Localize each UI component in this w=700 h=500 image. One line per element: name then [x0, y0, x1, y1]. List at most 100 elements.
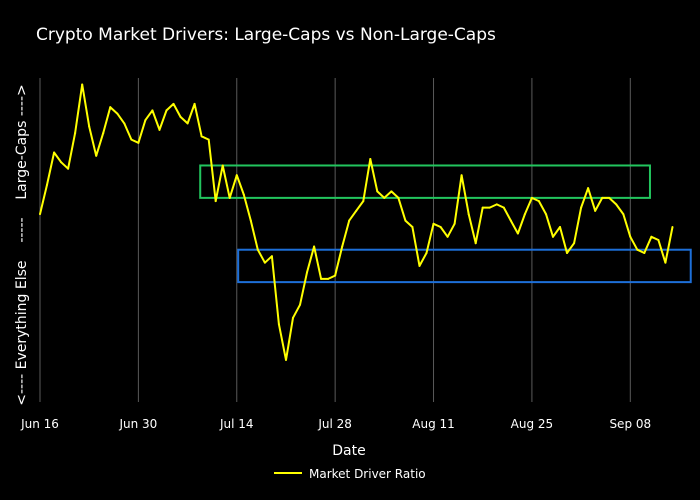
data-point [629, 235, 632, 238]
x-tick-label-3: Jul 28 [317, 417, 352, 431]
data-point [481, 206, 484, 209]
data-point [397, 196, 400, 199]
data-point [636, 248, 639, 251]
data-point [221, 164, 224, 167]
data-point [362, 200, 365, 203]
data-point [284, 358, 287, 361]
x-tick-label-6: Sep 08 [609, 417, 651, 431]
data-point [130, 138, 133, 141]
data-point [179, 115, 182, 118]
highlight-boxes [199, 164, 692, 284]
data-point [615, 203, 618, 206]
data-point [348, 219, 351, 222]
data-point [249, 219, 252, 222]
y-axis-title: <---- Everything Else ----- Large-Caps -… [14, 84, 30, 406]
data-point [109, 106, 112, 109]
data-point [509, 219, 512, 222]
data-point [60, 161, 63, 164]
data-point [270, 255, 273, 258]
data-point [601, 196, 604, 199]
x-tick-label-1: Jun 30 [118, 417, 157, 431]
data-point [88, 125, 91, 128]
data-point [516, 232, 519, 235]
data-point [320, 277, 323, 280]
data-point [299, 303, 302, 306]
data-point [235, 174, 238, 177]
data-point [650, 235, 653, 238]
data-point [573, 242, 576, 245]
data-point [460, 174, 463, 177]
data-point [411, 226, 414, 229]
data-point [334, 274, 337, 277]
data-point [467, 213, 470, 216]
data-point [530, 196, 533, 199]
data-point [502, 206, 505, 209]
data-point [137, 141, 140, 144]
gridlines [39, 78, 631, 402]
data-point [657, 239, 660, 241]
data-point [587, 187, 590, 190]
data-point [95, 154, 98, 157]
chart-title: Crypto Market Drivers: Large-Caps vs Non… [36, 25, 496, 45]
x-tick-labels: Jun 16 Jun 30 Jul 14 Jul 28 Aug 11 Aug 25 Sep … [20, 417, 651, 431]
data-point [488, 206, 491, 209]
data-point [158, 128, 161, 131]
data-point [537, 200, 540, 203]
data-point [116, 112, 119, 115]
data-point [306, 271, 309, 274]
data-point [376, 190, 379, 193]
data-point [341, 245, 344, 248]
data-point [277, 323, 280, 326]
data-point [256, 248, 259, 251]
x-tick-label-4: Aug 11 [412, 417, 455, 431]
x-tick-label-5: Aug 25 [511, 417, 554, 431]
data-point [559, 226, 562, 229]
data-point [214, 200, 217, 203]
data-point [242, 193, 245, 196]
data-point [671, 226, 674, 229]
data-point [355, 209, 358, 212]
data-point [439, 226, 442, 229]
data-point [46, 183, 49, 186]
data-point [151, 109, 154, 112]
data-point [313, 245, 316, 248]
data-point [144, 119, 147, 122]
x-tick-label-0: Jun 16 [20, 417, 59, 431]
x-tick-label-2: Jul 14 [219, 417, 254, 431]
data-point [74, 132, 77, 135]
data-point [474, 242, 477, 245]
data-point [608, 196, 611, 199]
data-point [418, 264, 421, 267]
data-point [228, 196, 231, 199]
data-point [425, 251, 428, 254]
data-point [193, 102, 196, 105]
data-point [495, 203, 498, 206]
data-point [102, 132, 105, 135]
data-point [390, 190, 393, 193]
data-point [207, 138, 210, 141]
data-point [291, 316, 294, 319]
data-point [186, 122, 189, 125]
legend: Market Driver Ratio [274, 467, 426, 481]
data-point [39, 213, 41, 216]
data-point [67, 167, 70, 170]
data-point [643, 251, 646, 254]
data-point [123, 122, 126, 125]
series-layer [39, 83, 674, 361]
data-point [664, 261, 667, 264]
data-point [165, 109, 168, 112]
data-point [200, 135, 203, 138]
data-point [53, 151, 56, 154]
data-point [551, 235, 554, 238]
data-point [446, 235, 449, 238]
large-cap-zone-box [199, 164, 651, 199]
data-point [544, 213, 547, 216]
data-point [263, 261, 266, 264]
data-point [404, 219, 407, 222]
data-point [369, 158, 372, 160]
data-point [81, 83, 84, 86]
data-point [566, 251, 569, 254]
legend-label: Market Driver Ratio [309, 467, 426, 481]
series-points-0 [39, 83, 674, 361]
